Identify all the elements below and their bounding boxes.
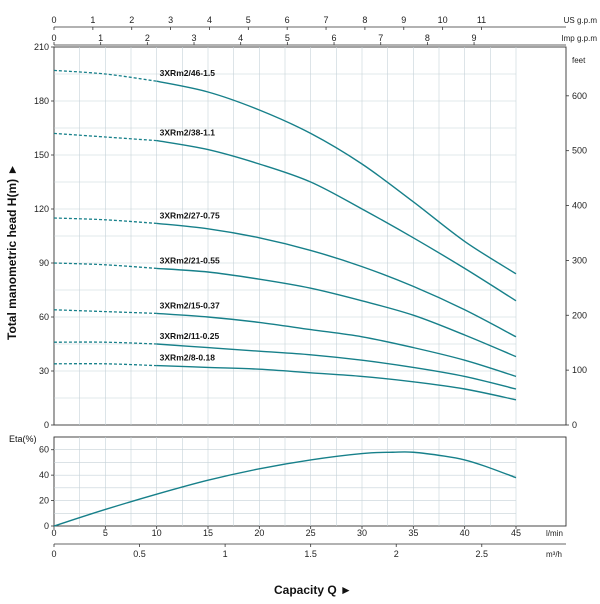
head-curve-dashed-4 bbox=[53, 262, 157, 270]
head-y-tick-label: 0 bbox=[44, 420, 49, 430]
x-axis-title: Capacity Q ► bbox=[274, 583, 352, 597]
head-curve-dashed-6 bbox=[53, 341, 157, 345]
eta-chart-border bbox=[53, 436, 567, 527]
imp-gpm-tick-label: 3 bbox=[192, 33, 197, 43]
feet-tick-label: 200 bbox=[572, 310, 587, 320]
grid-lines bbox=[54, 47, 517, 526]
us-gpm-tick-label: 10 bbox=[438, 15, 448, 25]
eta-y-tick-label: 60 bbox=[39, 445, 49, 455]
curve-label-4: 3XRm2/21-0.55 bbox=[160, 255, 220, 265]
feet-tick-label: 600 bbox=[572, 91, 587, 101]
feet-tick-label: 100 bbox=[572, 365, 587, 375]
m3h-tick-label: 0.5 bbox=[133, 549, 146, 559]
imp-gpm-tick-label: 5 bbox=[285, 33, 290, 43]
us-gpm-tick-label: 4 bbox=[207, 15, 212, 25]
head-curve-3 bbox=[156, 222, 517, 338]
feet-unit: feet bbox=[572, 56, 586, 65]
lmin-tick-label: 0 bbox=[51, 528, 56, 538]
lmin-tick-label: 15 bbox=[203, 528, 213, 538]
lmin-tick-label: 40 bbox=[460, 528, 470, 538]
feet-tick-label: 400 bbox=[572, 201, 587, 211]
lmin-tick-label: 20 bbox=[254, 528, 264, 538]
feet-tick-label: 500 bbox=[572, 146, 587, 156]
lmin-unit: l/min bbox=[546, 529, 563, 538]
us-gpm-tick-label: 3 bbox=[168, 15, 173, 25]
feet-tick-label: 0 bbox=[572, 420, 577, 430]
imp-gpm-tick-label: 1 bbox=[98, 33, 103, 43]
us-gpm-tick-label: 8 bbox=[362, 15, 367, 25]
imp-gpm-tick-label: 6 bbox=[332, 33, 337, 43]
lmin-tick-label: 35 bbox=[408, 528, 418, 538]
head-curve-dashed-7 bbox=[53, 363, 157, 367]
curves bbox=[53, 69, 517, 527]
us-gpm-tick-label: 6 bbox=[285, 15, 290, 25]
imp-gpm-tick-label: 9 bbox=[472, 33, 477, 43]
curve-label-1: 3XRm2/46-1.5 bbox=[160, 68, 216, 78]
m3h-tick-label: 2.5 bbox=[476, 549, 489, 559]
curve-label-6: 3XRm2/11-0.25 bbox=[160, 331, 220, 341]
eta-curve bbox=[53, 451, 517, 527]
head-curve-2 bbox=[156, 139, 517, 302]
us-gpm-tick-label: 0 bbox=[51, 15, 56, 25]
eta-y-tick-label: 20 bbox=[39, 496, 49, 506]
lmin-tick-label: 10 bbox=[152, 528, 162, 538]
lmin-tick-label: 25 bbox=[306, 528, 316, 538]
eta-axis-title: Eta(%) bbox=[9, 434, 37, 444]
head-y-tick-label: 90 bbox=[39, 258, 49, 268]
head-curve-1 bbox=[156, 80, 517, 275]
m3h-unit: m³/h bbox=[546, 550, 562, 559]
curve-label-7: 3XRm2/8-0.18 bbox=[160, 353, 216, 363]
eta-y-tick-label: 0 bbox=[44, 521, 49, 531]
curve-label-5: 3XRm2/15-0.37 bbox=[160, 300, 220, 310]
curve-label-2: 3XRm2/38-1.1 bbox=[160, 128, 216, 138]
head-curve-dashed-2 bbox=[53, 132, 157, 142]
imp-gpm-tick-label: 8 bbox=[425, 33, 430, 43]
feet-tick-label: 300 bbox=[572, 255, 587, 265]
head-curve-dashed-3 bbox=[53, 217, 157, 225]
head-y-tick-label: 30 bbox=[39, 366, 49, 376]
curve-label-3: 3XRm2/27-0.75 bbox=[160, 210, 220, 220]
us-gpm-tick-label: 5 bbox=[246, 15, 251, 25]
imp-gpm-tick-label: 0 bbox=[51, 33, 56, 43]
m3h-tick-label: 0 bbox=[51, 549, 56, 559]
us-gpm-tick-label: 1 bbox=[90, 15, 95, 25]
y-axis-title: Total manometric head H(m) ► bbox=[5, 164, 19, 340]
head-curve-dashed-1 bbox=[53, 69, 157, 82]
lmin-tick-label: 5 bbox=[103, 528, 108, 538]
head-curve-7 bbox=[156, 364, 517, 401]
head-curve-5 bbox=[156, 312, 517, 378]
m3h-tick-label: 1 bbox=[223, 549, 228, 559]
head-y-tick-label: 120 bbox=[34, 204, 49, 214]
head-y-tick-label: 150 bbox=[34, 150, 49, 160]
m3h-tick-label: 1.5 bbox=[304, 549, 317, 559]
us-gpm-tick-label: 9 bbox=[401, 15, 406, 25]
us-gpm-tick-label: 11 bbox=[477, 15, 486, 25]
lmin-tick-label: 30 bbox=[357, 528, 367, 538]
curve-labels: 3XRm2/46-1.5 3XRm2/38-1.1 3XRm2/27-0.75 3XR… bbox=[160, 68, 220, 362]
us-gpm-tick-label: 7 bbox=[324, 15, 329, 25]
us-gpm-tick-label: 2 bbox=[129, 15, 134, 25]
head-curve-4 bbox=[156, 267, 517, 358]
imp-gpm-tick-label: 2 bbox=[145, 33, 150, 43]
head-y-tick-label: 180 bbox=[34, 96, 49, 106]
lmin-tick-label: 45 bbox=[511, 528, 521, 538]
head-y-tick-label: 60 bbox=[39, 312, 49, 322]
m3h-tick-label: 2 bbox=[394, 549, 399, 559]
eta-y-tick-label: 40 bbox=[39, 470, 49, 480]
head-curve-6 bbox=[156, 343, 517, 390]
imp-gpm-tick-label: 4 bbox=[238, 33, 243, 43]
imp-gpm-tick-label: 7 bbox=[378, 33, 383, 43]
imp-gpm-unit: Imp g.p.m bbox=[561, 34, 597, 43]
head-curve-dashed-5 bbox=[53, 309, 157, 315]
us-gpm-unit: US g.p.m bbox=[564, 16, 598, 25]
head-y-tick-label: 210 bbox=[34, 42, 49, 52]
